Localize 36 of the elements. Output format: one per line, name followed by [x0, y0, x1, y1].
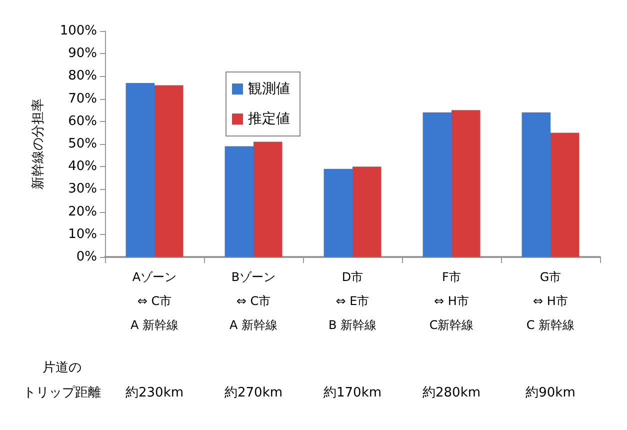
- legend-label: 観測値: [248, 81, 290, 97]
- bar: [154, 85, 184, 257]
- text: 片道の: [42, 360, 82, 376]
- x-tick-label: Bゾーン ⇔ C市 A 新幹線: [229, 270, 278, 332]
- y-tick-label: 50%: [68, 136, 97, 152]
- x-tick-label: F市 ⇔ H市 C新幹線: [429, 270, 474, 332]
- bar: [352, 166, 382, 257]
- bar: [324, 168, 352, 257]
- y-axis-title: 新幹線の分担率: [30, 98, 46, 190]
- text: 約90km: [526, 386, 576, 400]
- y-tick-label: 80%: [68, 68, 97, 84]
- bar: [452, 110, 480, 257]
- y-tick-label: 90%: [68, 46, 97, 62]
- y-tick-label: 60%: [68, 114, 97, 129]
- x-tick-label: D市 ⇔ E市 B 新幹線: [328, 270, 377, 332]
- y-tick-label: 20%: [68, 204, 97, 220]
- bar: [422, 112, 452, 257]
- y-tick-label: 40%: [68, 159, 97, 174]
- bar: [224, 146, 254, 257]
- y-tick-label: 100%: [60, 24, 97, 38]
- text: 約270km: [224, 386, 283, 400]
- text: 約280km: [422, 386, 481, 400]
- y-tick-label: 70%: [68, 91, 97, 106]
- text: 約170km: [323, 386, 382, 400]
- bar: [254, 142, 282, 257]
- bar: [550, 132, 580, 257]
- text: 約230km: [125, 386, 184, 400]
- x-tick-label: Aゾーン ⇔ C市 A 新幹線: [130, 270, 179, 332]
- legend-label: 推定値: [248, 111, 290, 127]
- bar: [522, 112, 550, 257]
- bar: [126, 82, 154, 257]
- text: トリップ距離: [23, 386, 101, 400]
- y-tick-label: 0%: [76, 250, 97, 264]
- y-tick-label: 30%: [68, 182, 97, 197]
- x-tick-label: G市 ⇔ H市 C 新幹線: [526, 270, 575, 332]
- y-tick-label: 10%: [68, 226, 97, 242]
